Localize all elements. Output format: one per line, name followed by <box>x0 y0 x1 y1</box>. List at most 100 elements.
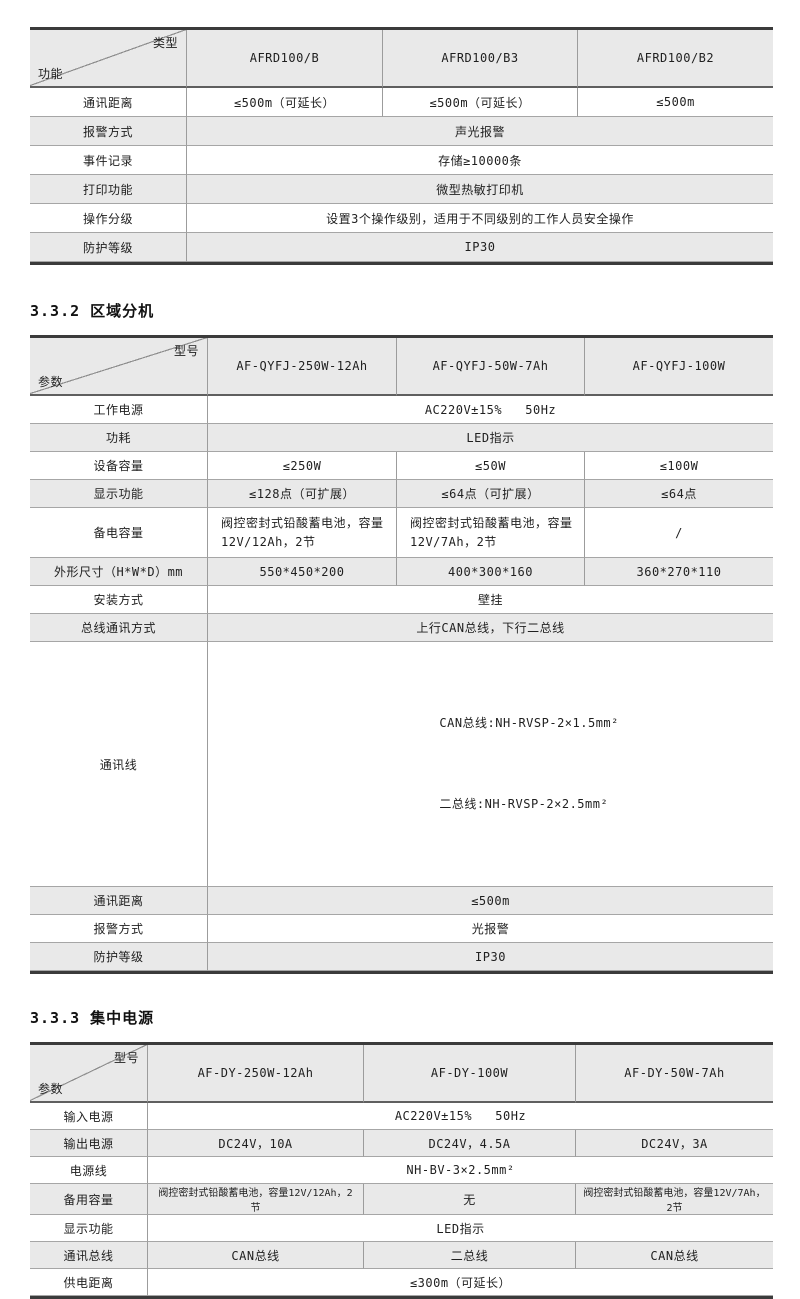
table-row: 安装方式 壁挂 <box>30 586 773 614</box>
section-heading-333: 3.3.3 集中电源 <box>30 1009 155 1027</box>
column-header: AF-DY-50W-7Ah <box>576 1045 773 1103</box>
spec-cell: CAN总线:NH-RVSP-2×1.5mm² 二总线:NH-RVSP-2×2.5… <box>208 642 773 887</box>
row-label: 显示功能 <box>30 480 208 508</box>
row-label: 通讯距离 <box>30 887 208 915</box>
spec-cell: 400*300*160 <box>397 558 585 586</box>
header-row: 类型 功能 AFRD100/B AFRD100/B3 AFRD100/B2 <box>30 30 773 88</box>
table-row: 防护等级 IP30 <box>30 233 773 262</box>
spec-cell: CAN总线 <box>148 1242 364 1269</box>
row-label: 电源线 <box>30 1157 148 1184</box>
spec-cell: ≤64点 <box>585 480 773 508</box>
spec-cell: 微型热敏打印机 <box>187 175 773 204</box>
table-row: 通讯距离 ≤500m（可延长） ≤500m（可延长） ≤500m <box>30 88 773 117</box>
table-row: 显示功能 ≤128点（可扩展） ≤64点（可扩展） ≤64点 <box>30 480 773 508</box>
spec-cell: LED指示 <box>148 1215 773 1242</box>
column-header: AFRD100/B3 <box>383 30 578 88</box>
spec-cell: ≤64点（可扩展） <box>397 480 585 508</box>
row-label: 防护等级 <box>30 943 208 971</box>
row-label: 设备容量 <box>30 452 208 480</box>
spec-cell: LED指示 <box>208 424 773 452</box>
spec-cell: AC220V±15% 50Hz <box>208 396 773 424</box>
table-row: 打印功能 微型热敏打印机 <box>30 175 773 204</box>
spec-cell: 声光报警 <box>187 117 773 146</box>
header-row: 型号 参数 AF-DY-250W-12Ah AF-DY-100W AF-DY-5… <box>30 1045 773 1103</box>
column-header: AFRD100/B2 <box>578 30 773 88</box>
spec-cell: 无 <box>364 1184 576 1215</box>
spec-cell: 阀控密封式铅酸蓄电池，容量12V/7Ah，2节 <box>397 508 585 558</box>
spec-cell: AC220V±15% 50Hz <box>148 1103 773 1130</box>
row-label: 报警方式 <box>30 915 208 943</box>
spec-cell: NH-BV-3×2.5mm² <box>148 1157 773 1184</box>
spec-cell: DC24V，4.5A <box>364 1130 576 1157</box>
table-row: 报警方式 声光报警 <box>30 117 773 146</box>
spec-cell: CAN总线 <box>576 1242 773 1269</box>
corner-label-type: 类型 <box>152 36 178 50</box>
table-row: 显示功能 LED指示 <box>30 1215 773 1242</box>
corner-header-cell: 类型 功能 <box>30 30 187 88</box>
table-row: 输出电源 DC24V，10A DC24V，4.5A DC24V，3A <box>30 1130 773 1157</box>
column-header: AF-DY-100W <box>364 1045 576 1103</box>
table-row: 通讯线 CAN总线:NH-RVSP-2×1.5mm² 二总线:NH-RVSP-2… <box>30 642 773 887</box>
table-row: 事件记录 存储≥10000条 <box>30 146 773 175</box>
column-header: AF-QYFJ-50W-7Ah <box>397 338 585 396</box>
spec-cell: 上行CAN总线，下行二总线 <box>208 614 773 642</box>
spec-cell: 存储≥10000条 <box>187 146 773 175</box>
table-row: 总线通讯方式 上行CAN总线，下行二总线 <box>30 614 773 642</box>
table-row: 外形尺寸（H*W*D）mm 550*450*200 400*300*160 36… <box>30 558 773 586</box>
corner-label-function: 功能 <box>38 67 64 81</box>
spec-cell: ≤300m（可延长） <box>148 1269 773 1296</box>
corner-label-model: 型号 <box>113 1051 139 1065</box>
spec-cell: 二总线 <box>364 1242 576 1269</box>
row-label: 总线通讯方式 <box>30 614 208 642</box>
column-header: AF-QYFJ-100W <box>585 338 773 396</box>
spec-cell: ≤500m <box>578 88 773 117</box>
row-label: 报警方式 <box>30 117 187 146</box>
table-row: 备电容量 阀控密封式铅酸蓄电池，容量12V/12Ah，2节 阀控密封式铅酸蓄电池… <box>30 508 773 558</box>
table-row: 设备容量 ≤250W ≤50W ≤100W <box>30 452 773 480</box>
row-label: 功耗 <box>30 424 208 452</box>
spec-cell: 阀控密封式铅酸蓄电池，容量12V/7Ah，2节 <box>576 1184 773 1215</box>
spec-cell: 550*450*200 <box>208 558 397 586</box>
row-label: 工作电源 <box>30 396 208 424</box>
row-label: 通讯总线 <box>30 1242 148 1269</box>
spec-cell: ≤500m（可延长） <box>383 88 578 117</box>
wire-spec-line: 二总线:NH-RVSP-2×2.5mm² <box>439 797 609 811</box>
table-row: 功耗 LED指示 <box>30 424 773 452</box>
spec-cell: 光报警 <box>208 915 773 943</box>
table-row: 备用容量 阀控密封式铅酸蓄电池，容量12V/12Ah，2节 无 阀控密封式铅酸蓄… <box>30 1184 773 1215</box>
row-label: 安装方式 <box>30 586 208 614</box>
table-row: 输入电源 AC220V±15% 50Hz <box>30 1103 773 1130</box>
spec-cell: ≤500m（可延长） <box>187 88 383 117</box>
spec-cell: / <box>585 508 773 558</box>
table-row: 报警方式 光报警 <box>30 915 773 943</box>
row-label: 外形尺寸（H*W*D）mm <box>30 558 208 586</box>
spec-table-afrd100: 类型 功能 AFRD100/B AFRD100/B3 AFRD100/B2 通讯… <box>30 27 773 265</box>
wire-spec-line: CAN总线:NH-RVSP-2×1.5mm² <box>439 716 619 730</box>
table-row: 通讯距离 ≤500m <box>30 887 773 915</box>
spec-cell: ≤250W <box>208 452 397 480</box>
table-row: 电源线 NH-BV-3×2.5mm² <box>30 1157 773 1184</box>
corner-header-cell: 型号 参数 <box>30 338 208 396</box>
row-label: 通讯距离 <box>30 88 187 117</box>
row-label: 通讯线 <box>30 642 208 887</box>
table-row: 防护等级 IP30 <box>30 943 773 971</box>
column-header: AF-QYFJ-250W-12Ah <box>208 338 397 396</box>
column-header: AFRD100/B <box>187 30 383 88</box>
table-row: 通讯总线 CAN总线 二总线 CAN总线 <box>30 1242 773 1269</box>
spec-table-dy: 型号 参数 AF-DY-250W-12Ah AF-DY-100W AF-DY-5… <box>30 1042 773 1299</box>
spec-cell: ≤100W <box>585 452 773 480</box>
spec-cell: DC24V，3A <box>576 1130 773 1157</box>
corner-label-parameter: 参数 <box>38 375 64 389</box>
spec-cell: ≤50W <box>397 452 585 480</box>
column-header: AF-DY-250W-12Ah <box>148 1045 364 1103</box>
row-label: 备电容量 <box>30 508 208 558</box>
spec-table-qyfj: 型号 参数 AF-QYFJ-250W-12Ah AF-QYFJ-50W-7Ah … <box>30 335 773 974</box>
table-row: 供电距离 ≤300m（可延长） <box>30 1269 773 1296</box>
header-row: 型号 参数 AF-QYFJ-250W-12Ah AF-QYFJ-50W-7Ah … <box>30 338 773 396</box>
spec-cell: 360*270*110 <box>585 558 773 586</box>
section-heading-332: 3.3.2 区域分机 <box>30 302 155 320</box>
row-label: 供电距离 <box>30 1269 148 1296</box>
corner-header-cell: 型号 参数 <box>30 1045 148 1103</box>
row-label: 操作分级 <box>30 204 187 233</box>
